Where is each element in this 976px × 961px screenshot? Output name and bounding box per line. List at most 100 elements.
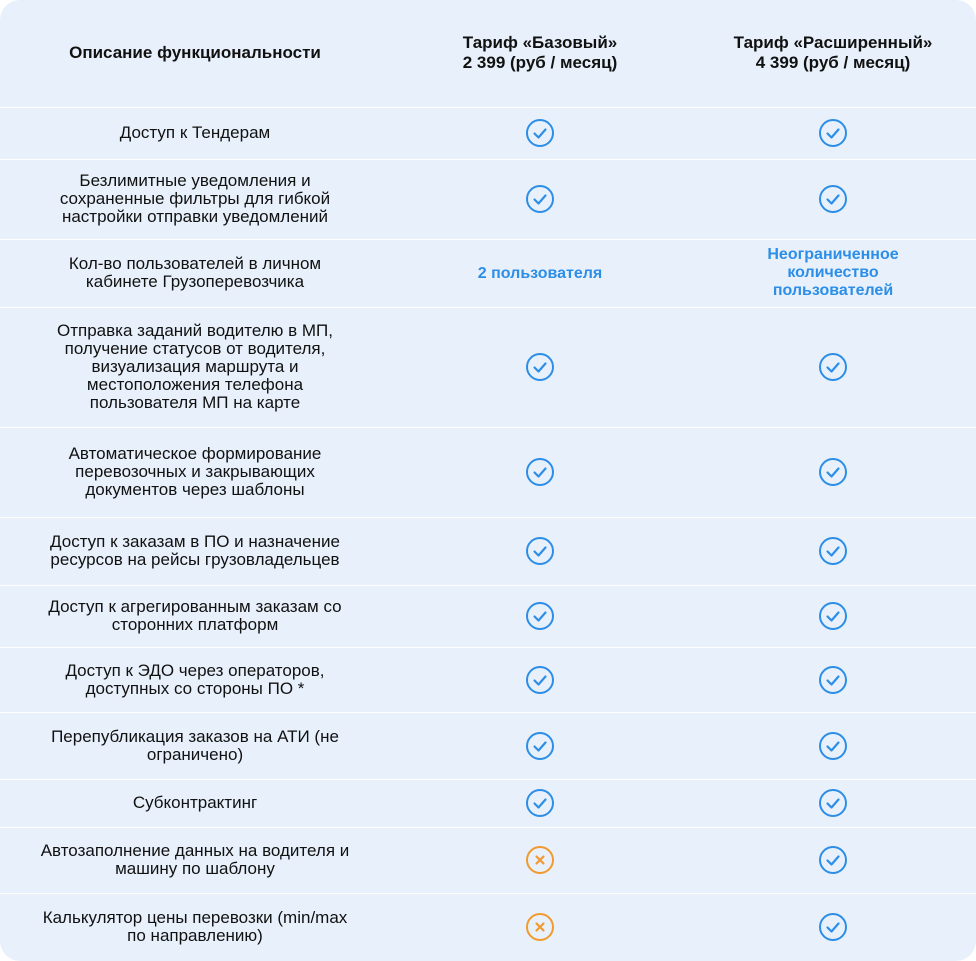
feature-description: Автозаполнение данных на водителя и машин…	[0, 826, 390, 893]
cell-basic	[390, 306, 690, 427]
feature-description: Отправка заданий водителю в МП, получение…	[0, 306, 390, 427]
check-circle-icon	[818, 912, 848, 942]
feature-description-line: Доступ к заказам в ПО и назначение	[50, 532, 340, 551]
feature-description-line: Перепубликация заказов на АТИ (не	[51, 726, 339, 746]
header-plan-basic: Тариф «Базовый» 2 399 (руб / месяц)	[390, 0, 690, 107]
table-row: Автозаполнение данных на водителя и машин…	[0, 826, 976, 893]
table-row: Доступ к заказам в ПО и назначение ресурс…	[0, 516, 976, 585]
check-circle-icon	[818, 601, 848, 631]
cell-extended	[690, 711, 976, 779]
feature-description: Калькулятор цены перевозки (min/max по на…	[0, 892, 390, 961]
cell-basic	[390, 584, 690, 647]
cell-extended	[690, 646, 976, 712]
check-circle-icon	[818, 457, 848, 487]
cell-extended	[690, 584, 976, 647]
cell-basic: 2 пользователя	[390, 238, 690, 307]
user-limit-value: Неограниченное количество пользователей	[767, 246, 898, 300]
feature-description-line: перевозочных и закрывающих	[75, 462, 315, 481]
header-description: Описание функциональности	[69, 43, 321, 63]
cell-extended	[690, 426, 976, 517]
cross-circle-icon	[525, 845, 555, 875]
feature-description: Доступ к ЭДО через операторов, доступных …	[0, 646, 390, 712]
feature-description: Доступ к Тендерам	[0, 106, 390, 159]
feature-description-line: местоположения телефона	[86, 375, 304, 394]
cell-extended	[690, 516, 976, 585]
check-circle-icon	[818, 536, 848, 566]
table-row: Безлимитные уведомления и сохраненные фил…	[0, 158, 976, 239]
feature-description-line: настройки отправки уведомлений	[61, 207, 329, 226]
feature-description-line: получение статусов от водителя,	[64, 339, 326, 358]
feature-description-line: ресурсов на рейсы грузовладельцев	[50, 550, 340, 569]
feature-description-line: сохраненные фильтры для гибкой	[59, 189, 331, 208]
check-circle-icon	[525, 457, 555, 487]
check-circle-icon	[818, 184, 848, 214]
check-circle-icon	[525, 731, 555, 761]
cell-extended	[690, 158, 976, 239]
user-limit-line: Неограниченное	[767, 246, 899, 263]
feature-description-line: Доступ к агрегированным заказам со	[48, 597, 342, 616]
cell-extended	[690, 306, 976, 427]
check-circle-icon	[525, 788, 555, 818]
table-header-row: Описание функциональности Тариф «Базовый…	[0, 0, 976, 107]
cell-extended	[690, 106, 976, 159]
plan-extended-price: 4 399 (руб / месяц)	[755, 53, 911, 73]
feature-description-line: кабинете Грузоперевозчика	[85, 272, 305, 291]
user-limit-line: количество	[787, 264, 879, 281]
cell-basic	[390, 646, 690, 712]
header-plan-extended: Тариф «Расширенный» 4 399 (руб / месяц)	[690, 0, 976, 107]
plan-basic-name: Тариф «Базовый»	[462, 33, 618, 53]
feature-description-line: Отправка заданий водителю в МП,	[57, 321, 333, 340]
feature-description-line: по направлению)	[127, 926, 263, 946]
feature-description-line: ограничено)	[146, 744, 244, 764]
cell-basic	[390, 516, 690, 585]
plan-extended-name: Тариф «Расширенный»	[733, 33, 933, 53]
user-limit-line: пользователей	[772, 282, 894, 299]
check-circle-icon	[525, 118, 555, 148]
feature-description: Доступ к заказам в ПО и назначение ресурс…	[0, 516, 390, 585]
table-row: Доступ к ЭДО через операторов, доступных …	[0, 646, 976, 712]
table-row: Автоматическое формирование перевозочных …	[0, 426, 976, 517]
feature-description: Безлимитные уведомления и сохраненные фил…	[0, 158, 390, 239]
table-body: Доступ к Тендерам Безлимитные уведомления…	[0, 106, 976, 961]
table-row: Калькулятор цены перевозки (min/max по на…	[0, 892, 976, 961]
cell-basic	[390, 426, 690, 517]
cell-basic	[390, 106, 690, 159]
cell-basic	[390, 892, 690, 961]
cell-basic	[390, 826, 690, 893]
check-circle-icon	[818, 118, 848, 148]
table-row: Доступ к Тендерам	[0, 106, 976, 159]
check-circle-icon	[818, 845, 848, 875]
feature-description-line: доступных со стороны ПО *	[85, 678, 305, 698]
feature-description-line: Кол-во пользователей в личном	[68, 254, 322, 273]
feature-description: Кол-во пользователей в личном кабинете Гр…	[0, 238, 390, 307]
feature-description: Автоматическое формирование перевозочных …	[0, 426, 390, 517]
cell-extended: Неограниченное количество пользователей	[690, 238, 976, 307]
user-limit-line: 2 пользователя	[477, 264, 603, 282]
check-circle-icon	[818, 731, 848, 761]
feature-description-line: документов через шаблоны	[85, 480, 305, 499]
feature-description-line: Автоматическое формирование	[68, 444, 322, 463]
cell-extended	[690, 826, 976, 893]
check-circle-icon	[525, 536, 555, 566]
check-circle-icon	[525, 665, 555, 695]
feature-description-line: Субконтрактинг	[132, 793, 258, 812]
table-row: Перепубликация заказов на АТИ (не огранич…	[0, 711, 976, 779]
feature-description: Доступ к агрегированным заказам со сторон…	[0, 584, 390, 647]
table-row: Отправка заданий водителю в МП, получение…	[0, 306, 976, 427]
feature-description-line: Автозаполнение данных на водителя и	[40, 841, 350, 860]
check-circle-icon	[818, 788, 848, 818]
feature-description-line: Калькулятор цены перевозки (min/max	[42, 908, 348, 928]
check-circle-icon	[525, 601, 555, 631]
user-limit-value: 2 пользователя	[478, 265, 602, 283]
cross-circle-icon	[525, 912, 555, 942]
check-circle-icon	[818, 665, 848, 695]
cell-basic	[390, 158, 690, 239]
feature-description-line: машину по шаблону	[115, 859, 275, 878]
feature-description-line: сторонних платформ	[111, 615, 279, 634]
cell-extended	[690, 778, 976, 827]
check-circle-icon	[525, 352, 555, 382]
feature-description: Субконтрактинг	[0, 778, 390, 827]
cell-extended	[690, 892, 976, 961]
